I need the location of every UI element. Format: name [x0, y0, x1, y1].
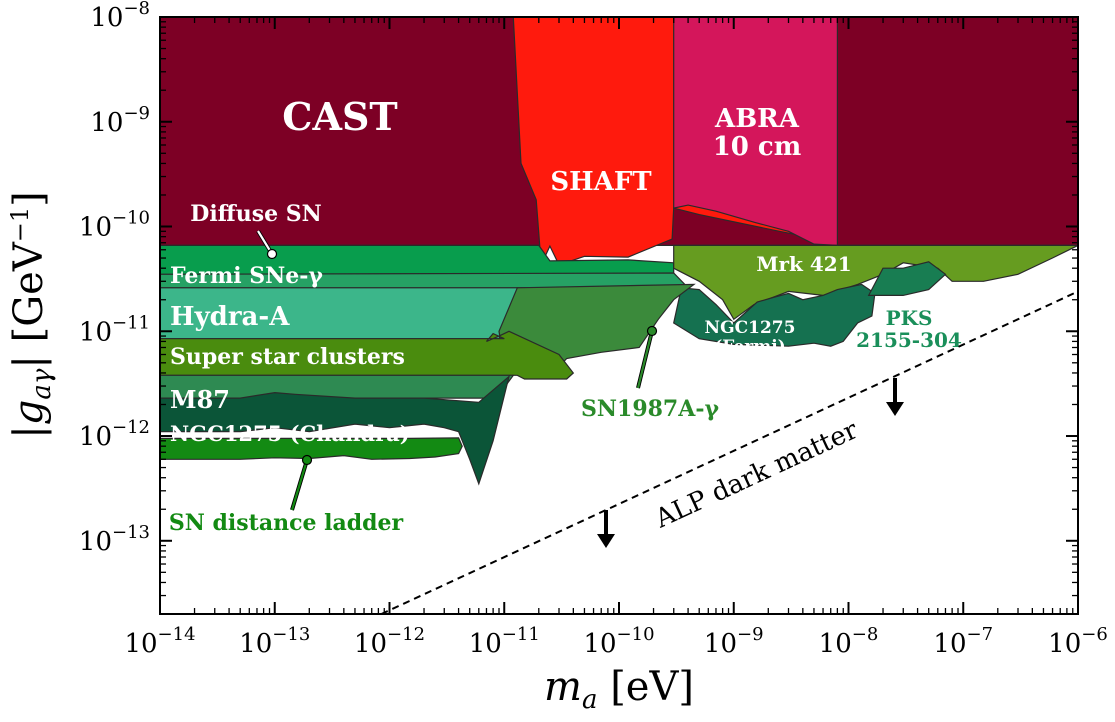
axis-ticks [159, 17, 1078, 615]
y-tick-labels: 10−13 10−12 10−11 10−10 10−9 10−8 [79, 0, 150, 557]
x-tick-label: 10−11 [469, 624, 540, 659]
region-label-hydra-a: Hydra-A [170, 302, 290, 332]
leader-dot [646, 325, 658, 337]
leader-line [636, 330, 654, 389]
leader-dot [301, 454, 313, 466]
y-axis-label: |gaγ| [GeV−1] [6, 191, 57, 438]
down-arrow-icon [886, 402, 904, 416]
x-tick-label: 10−10 [583, 624, 654, 659]
down-arrow-icon [597, 534, 615, 548]
y-tick-label: 10−10 [79, 208, 150, 243]
y-tick-label: 10−8 [90, 0, 150, 33]
x-tick-label: 10−14 [124, 624, 195, 659]
region-label-sn1987a: SN1987A-γ [581, 396, 719, 422]
x-tick-label: 10−9 [704, 624, 764, 659]
region-label-sn-distance-ladder: SN distance ladder [169, 510, 404, 536]
region-ngc1275-chandra [159, 374, 511, 486]
x-tick-labels: 10−14 10−13 10−12 10−11 10−10 10−9 10−8 10−7 10−… [124, 624, 1107, 659]
leader-dot [266, 248, 278, 260]
region-abra-10-cm [673, 16, 839, 247]
y-tick-label: 10−9 [90, 103, 150, 138]
region-label-m87: M87 [170, 385, 230, 414]
region-label-super-star-clusters: Super star clusters [170, 344, 405, 370]
region-label-fermi-sne: Fermi SNe-γ [170, 263, 323, 289]
region-label-pks-2155-304: 2155-304 [856, 328, 962, 352]
region-super-star-clusters [159, 330, 575, 380]
x-tick-label: 10−12 [354, 624, 425, 659]
region-label-mrk-421: Mrk 421 [756, 252, 851, 276]
alp-dark-matter-line [380, 290, 1079, 615]
region-mrk-421 [673, 244, 1079, 321]
region-label-diffuse-sn: Diffuse SN [190, 201, 322, 227]
region-label-pks-2155-304: PKS [886, 306, 933, 330]
y-tick-label: 10−11 [79, 312, 150, 347]
region-label-cast: CAST [282, 94, 397, 139]
x-tick-label: 10−7 [933, 624, 993, 659]
region-pks-2155-304 [867, 261, 947, 296]
x-tick-label: 10−6 [1048, 624, 1108, 659]
region-label-abra-10-cm: ABRA [714, 104, 800, 134]
x-tick-label: 10−13 [239, 624, 310, 659]
leader-line [290, 459, 309, 511]
y-tick-label: 10−12 [79, 417, 150, 452]
region-sn-distance-ladder [159, 437, 463, 460]
region-label-ngc1275-fermi: (Fermi) [714, 337, 785, 357]
region-label-ngc1275-chandra: NGC1275 (Chandra) [170, 421, 410, 446]
region-ngc1275-fermi [673, 283, 876, 347]
x-tick-label: 10−8 [819, 624, 879, 659]
x-axis-label: ma [eV] [544, 664, 694, 715]
region-label-abra-10-cm: 10 cm [713, 132, 802, 162]
region-label-shaft: SHAFT [550, 167, 652, 197]
y-tick-label: 10−13 [79, 522, 150, 557]
region-label-ngc1275-fermi: NGC1275 [705, 318, 796, 338]
